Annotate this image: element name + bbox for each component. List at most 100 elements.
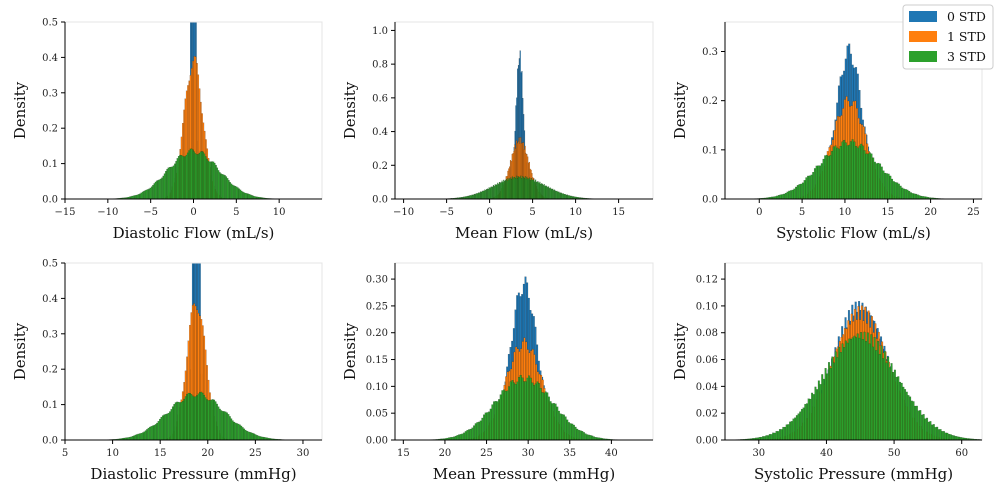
series-3-std <box>413 175 626 199</box>
x-tick-label: 0 <box>486 207 492 218</box>
x-tick-label: 60 <box>955 448 968 459</box>
x-tick-label: 15 <box>397 448 410 459</box>
histogram-bar <box>853 141 856 199</box>
histogram-bar <box>887 173 890 199</box>
histogram-bar <box>577 429 580 440</box>
y-axis-label: Density <box>671 322 689 380</box>
histogram-bar <box>848 144 851 199</box>
histogram-bar <box>831 356 834 440</box>
histogram-bar <box>189 392 191 440</box>
x-axis-label: Systolic Pressure (mmHg) <box>754 465 953 483</box>
histogram-bar <box>217 406 220 440</box>
histogram-bar <box>183 156 185 199</box>
y-axis-label: Density <box>341 322 359 380</box>
histogram-bar <box>141 191 144 199</box>
histogram-bar <box>515 148 517 199</box>
histogram-bar <box>237 423 240 440</box>
histogram-bar <box>560 192 562 199</box>
histogram-bar <box>468 429 471 440</box>
histogram-bar <box>451 436 454 440</box>
histogram-bar <box>872 157 875 199</box>
histogram-bar <box>166 413 168 440</box>
histogram-bar <box>547 396 550 440</box>
histogram-bar <box>567 422 570 440</box>
histogram-bar <box>866 332 869 440</box>
histogram-bar <box>907 395 910 440</box>
histogram-bar <box>192 149 194 199</box>
histogram-bar <box>868 152 871 199</box>
y-tick-label: 0.4 <box>42 294 58 305</box>
histogram-bar <box>172 165 175 199</box>
histogram-bar <box>157 179 159 199</box>
histogram-bar <box>932 424 935 440</box>
histogram-bar <box>810 174 813 199</box>
histogram-bar <box>231 184 234 199</box>
histogram-bar <box>456 435 459 440</box>
x-tick-label: 50 <box>888 448 901 459</box>
histogram-bar <box>873 337 876 440</box>
histogram-bar <box>154 181 157 199</box>
y-tick-label: 0.0 <box>372 195 388 206</box>
x-tick-label: 20 <box>201 448 214 459</box>
histogram-bar <box>153 425 156 440</box>
histogram-bar <box>186 394 188 440</box>
histogram-bar <box>767 435 770 440</box>
histogram-bar <box>936 426 939 440</box>
histogram-bar <box>202 151 204 199</box>
histogram-bar <box>189 148 192 199</box>
histogram-bar <box>931 424 934 440</box>
histogram-bar <box>210 161 212 199</box>
histogram-bar <box>529 377 532 440</box>
histogram-bar <box>809 398 812 440</box>
histogram-bar <box>602 438 605 440</box>
y-tick-label: 0.20 <box>366 328 388 339</box>
histogram-bar <box>488 187 490 199</box>
histogram-bar <box>803 180 806 199</box>
histogram-bar <box>534 383 537 440</box>
y-tick-label: 0.4 <box>372 127 388 138</box>
histogram-bar <box>890 363 893 440</box>
histogram-bar <box>144 190 147 199</box>
histogram-bar <box>954 436 957 440</box>
histogram-bar <box>147 427 150 440</box>
histogram-bar <box>135 194 138 199</box>
x-tick-label: 40 <box>820 448 833 459</box>
histogram-bar <box>194 305 197 440</box>
histogram-bar <box>184 98 187 199</box>
histogram-bar <box>170 166 172 199</box>
histogram-bar <box>163 173 166 199</box>
histogram-bar <box>808 175 811 199</box>
histogram-bar <box>499 394 502 440</box>
histogram-bar <box>483 414 486 440</box>
y-tick-label: 0.30 <box>366 275 388 286</box>
histogram-bar <box>915 193 918 199</box>
histogram-bar <box>526 377 529 440</box>
histogram-bar <box>557 410 560 440</box>
histogram-bar <box>191 395 194 440</box>
histogram-bar <box>246 430 248 440</box>
subplot-4: 5 10 15 20 25 30 0.0 0.1 0.2 0.3 0.4 0.5 Diastolic P… <box>11 259 323 483</box>
histogram-bar <box>126 197 129 199</box>
histogram-bar <box>799 411 802 440</box>
histogram-bar <box>916 194 919 199</box>
histogram-bar <box>868 343 871 440</box>
histogram-bar <box>783 193 786 199</box>
histogram-bar <box>198 152 201 199</box>
histogram-bar <box>824 155 827 199</box>
histogram-bar <box>173 404 176 440</box>
histogram-bar <box>137 433 140 440</box>
histogram-bar <box>951 435 954 440</box>
histogram-bar <box>492 186 494 199</box>
x-tick-label: 20 <box>924 207 937 218</box>
x-tick-label: 5 <box>799 207 805 218</box>
histogram-bar <box>152 184 154 199</box>
histogram-bar <box>773 432 776 440</box>
histogram-bar <box>244 429 247 440</box>
histogram-bar <box>795 186 798 199</box>
histogram-bar <box>897 376 900 440</box>
histogram-bar <box>180 402 183 440</box>
histogram-bar <box>448 437 451 440</box>
histogram-bar <box>924 418 927 440</box>
histogram-bar <box>902 386 905 440</box>
